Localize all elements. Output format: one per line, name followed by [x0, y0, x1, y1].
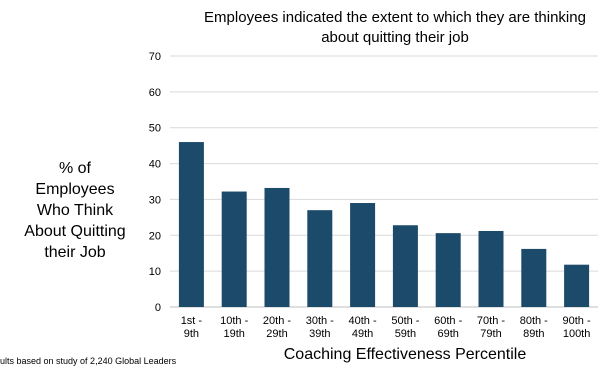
y-tick-label: 10	[149, 266, 161, 278]
y-tick-label: 40	[149, 159, 161, 171]
bar	[221, 191, 247, 307]
x-tick-label-line: 89th	[523, 328, 544, 340]
y-axis-label-line-3: Who Think	[36, 202, 114, 219]
x-tick-label-line: 50th -	[391, 315, 419, 327]
y-axis-label-line-1: % of	[58, 160, 91, 177]
y-tick-label: 20	[149, 230, 161, 242]
x-tick-label-line: 59th	[395, 328, 416, 340]
bar	[564, 264, 590, 307]
x-axis-label: Coaching Effectiveness Percentile	[283, 346, 527, 363]
y-tick-label: 50	[149, 123, 161, 135]
bar	[264, 187, 290, 307]
bar	[350, 203, 376, 307]
x-tick-label-line: 9th	[184, 328, 199, 340]
bar	[435, 233, 461, 307]
x-tick-label: 50th -59th	[391, 315, 419, 340]
chart-title: Employees indicated the extent to which …	[190, 8, 600, 48]
x-tick-label-line: 49th	[352, 328, 373, 340]
x-tick-label-line: 100th	[563, 328, 591, 340]
x-tick-label-line: 79th	[480, 328, 501, 340]
y-axis-label-line-5: their Job	[44, 244, 106, 261]
x-tick-label-line: 70th -	[477, 315, 505, 327]
x-tick-label-line: 69th	[437, 328, 458, 340]
x-tick-label-line: 20th -	[263, 315, 291, 327]
x-tick-label: 70th -79th	[477, 315, 505, 340]
x-tick-label-line: 90th -	[563, 315, 591, 327]
bar	[307, 210, 333, 307]
bar	[478, 230, 504, 307]
y-tick-label: 60	[149, 87, 161, 99]
bar	[392, 225, 418, 307]
x-tick-label-line: 30th -	[306, 315, 334, 327]
x-tick-label-line: 29th	[266, 328, 287, 340]
x-tick-label: 20th -29th	[263, 315, 291, 340]
x-tick-label-line: 1st -	[181, 315, 203, 327]
x-tick-label-line: 10th -	[220, 315, 248, 327]
x-tick-label: 10th -19th	[220, 315, 248, 340]
x-tick-label-line: 40th -	[349, 315, 377, 327]
footnote: ults based on study of 2,240 Global Lead…	[0, 356, 177, 366]
x-tick-label: 1st -9th	[181, 315, 203, 340]
y-tick-label: 70	[149, 51, 161, 63]
x-tick-label: 30th -39th	[306, 315, 334, 340]
x-tick-label: 40th -49th	[349, 315, 377, 340]
x-tick-label-line: 39th	[309, 328, 330, 340]
y-axis-label-line-2: Employees	[35, 181, 115, 198]
x-tick-label-line: 19th	[223, 328, 244, 340]
bar	[178, 142, 204, 307]
x-tick-label: 80th -89th	[520, 315, 548, 340]
x-tick-label-line: 80th -	[520, 315, 548, 327]
x-tick-label: 90th -100th	[563, 315, 591, 340]
x-tick-label: 60th -69th	[434, 315, 462, 340]
y-tick-label: 30	[149, 194, 161, 206]
y-axis-label: % of Employees Who Think About Quitting …	[0, 158, 150, 263]
y-tick-label: 0	[155, 302, 161, 314]
chart-title-line-2: about quitting their job	[321, 29, 469, 46]
chart-title-line-1: Employees indicated the extent to which …	[204, 9, 586, 26]
x-tick-label-line: 60th -	[434, 315, 462, 327]
y-axis-label-line-4: About Quitting	[24, 223, 126, 240]
bar	[521, 248, 547, 307]
